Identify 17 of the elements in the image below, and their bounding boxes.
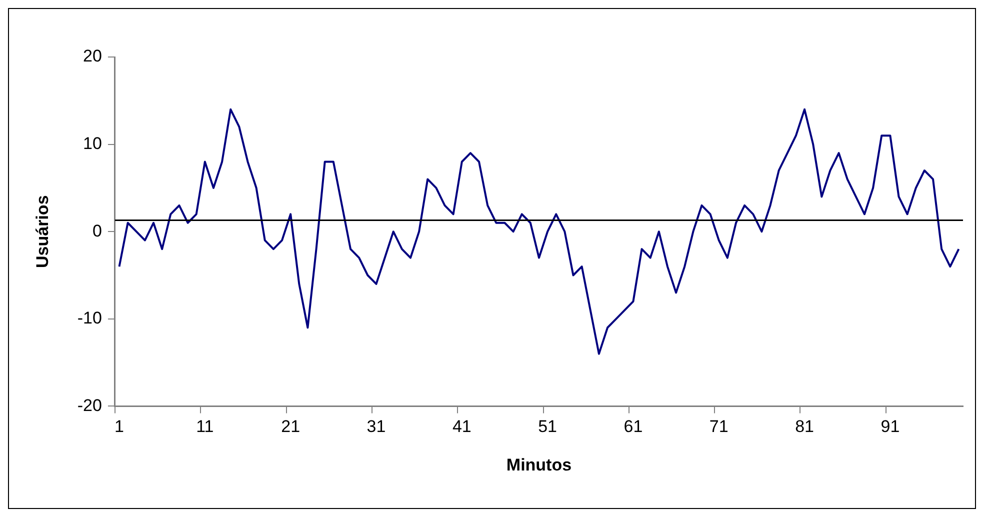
y-tick-label: -20 <box>77 396 102 415</box>
x-tick-label: 31 <box>366 417 386 436</box>
x-tick-label: 21 <box>281 417 300 436</box>
x-tick-label: 51 <box>538 417 558 436</box>
y-tick-label: 10 <box>83 134 102 153</box>
x-tick-label: 61 <box>624 417 643 436</box>
x-axis-title: Minutos <box>506 455 572 474</box>
x-tick-label: 41 <box>452 417 472 436</box>
x-tick-label: 91 <box>880 417 900 436</box>
y-tick-label: 0 <box>92 221 102 240</box>
x-tick-label: 11 <box>196 417 214 436</box>
y-tick-label: -10 <box>77 308 102 328</box>
x-tick-label: 81 <box>795 417 814 436</box>
y-tick-label: 20 <box>83 46 102 66</box>
x-tick-label: 71 <box>709 417 728 436</box>
y-axis-title: Usuários <box>32 195 52 268</box>
x-tick-label: 1 <box>114 417 124 436</box>
